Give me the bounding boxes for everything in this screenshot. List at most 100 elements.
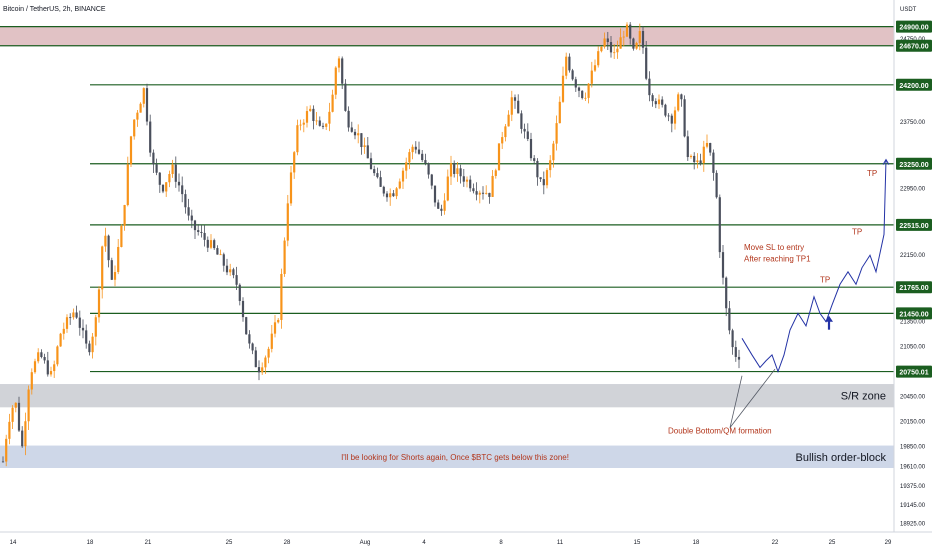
level-price-tag — [896, 20, 932, 33]
candle-body — [238, 284, 241, 301]
candle-body — [437, 202, 440, 209]
candle-body — [197, 230, 200, 232]
candle-body — [353, 131, 357, 136]
candle-body — [696, 160, 699, 163]
candle-body — [619, 37, 622, 49]
candle-body — [193, 220, 197, 231]
candle-body — [702, 146, 705, 164]
candle-body — [600, 46, 603, 52]
candle-body — [232, 269, 235, 276]
candle-body — [677, 94, 680, 111]
candle-body — [171, 164, 174, 175]
level-price-text: 24900.00 — [899, 25, 928, 32]
candle-body — [613, 52, 616, 54]
candle-body — [187, 207, 190, 216]
price-tick: 19375.00 — [900, 484, 926, 490]
candle-body — [469, 179, 472, 189]
candle-body — [497, 143, 501, 171]
candle-body — [17, 402, 21, 431]
candle-body — [69, 317, 72, 319]
level-price-text: 22515.00 — [899, 223, 928, 230]
candle-body — [190, 215, 193, 221]
time-axis[interactable]: 14 18 21 25 28 Aug 4 8 11 15 18 22 25 29 — [10, 540, 892, 546]
candle-body — [577, 87, 581, 91]
candle-body — [625, 24, 629, 37]
candle-body — [104, 235, 107, 247]
candle-body — [430, 174, 433, 186]
candle-body — [296, 125, 299, 153]
candle-body — [517, 100, 520, 114]
candle-body — [174, 164, 177, 182]
candle-body — [209, 240, 213, 248]
candle-body — [59, 333, 62, 347]
candle-body — [241, 300, 245, 318]
time-tick: 18 — [87, 540, 94, 546]
candle-body — [149, 121, 152, 153]
candle-body — [219, 254, 222, 256]
annotation-text: Move SL to entry — [744, 243, 804, 252]
candle-body — [456, 168, 459, 174]
candle-body — [587, 83, 590, 98]
level-price-tag — [896, 281, 932, 294]
candle-body — [24, 421, 27, 447]
candle-body — [309, 108, 312, 112]
levels-layer — [0, 26, 894, 373]
projection-layer — [741, 158, 890, 374]
level-price-text: 21765.00 — [899, 285, 928, 292]
candle-body — [62, 328, 65, 334]
candle-body — [667, 115, 670, 117]
candle-body — [721, 252, 725, 278]
time-tick: 22 — [772, 540, 779, 546]
candle-body — [72, 312, 75, 318]
candle-body — [225, 265, 229, 273]
annotation-text: TP — [867, 169, 877, 178]
candle-body — [216, 248, 219, 255]
candle-body — [385, 193, 389, 198]
candle-body — [491, 175, 494, 197]
projection-path — [741, 159, 887, 374]
candle-body — [725, 277, 728, 309]
level-price-tag — [896, 157, 932, 170]
candle-body — [248, 334, 251, 344]
candle-body — [142, 88, 145, 104]
candle-body — [94, 317, 97, 337]
price-axis[interactable]: 24750.0023750.0022950.0022150.0021350.00… — [900, 37, 926, 527]
price-tick: 20150.00 — [900, 419, 926, 425]
candle-body — [552, 143, 555, 161]
candle-body — [683, 99, 686, 137]
candle-body — [718, 197, 721, 253]
candle-body — [331, 94, 334, 112]
level-price-text: 24200.00 — [899, 83, 928, 90]
candle-body — [344, 83, 347, 111]
candle-body — [545, 170, 549, 186]
candle-body — [5, 438, 8, 462]
candle-body — [145, 88, 149, 122]
candle-body — [78, 317, 81, 328]
candle-body — [120, 225, 123, 247]
candle-body — [158, 172, 161, 185]
candle-body — [568, 56, 571, 71]
candle-body — [97, 289, 101, 318]
candle-body — [584, 97, 587, 99]
candle-body — [641, 31, 645, 48]
price-tick: 20450.00 — [900, 395, 926, 401]
level-price-tag — [896, 307, 932, 320]
candle-body — [91, 336, 94, 353]
candle-body — [245, 317, 248, 335]
candle-body — [417, 149, 421, 154]
candle-body — [737, 356, 741, 360]
candle-body — [446, 176, 449, 201]
time-tick: 4 — [422, 540, 426, 546]
candle-body — [65, 317, 69, 329]
candle-body — [366, 145, 369, 159]
level-price-text: 24670.00 — [899, 44, 928, 51]
time-tick: 15 — [634, 540, 641, 546]
candle-body — [312, 108, 315, 121]
candle-body — [363, 145, 366, 148]
candle-body — [513, 97, 517, 101]
candle-body — [37, 352, 40, 362]
candle-body — [315, 120, 318, 122]
candle-body — [33, 361, 37, 373]
candle-body — [670, 115, 673, 124]
